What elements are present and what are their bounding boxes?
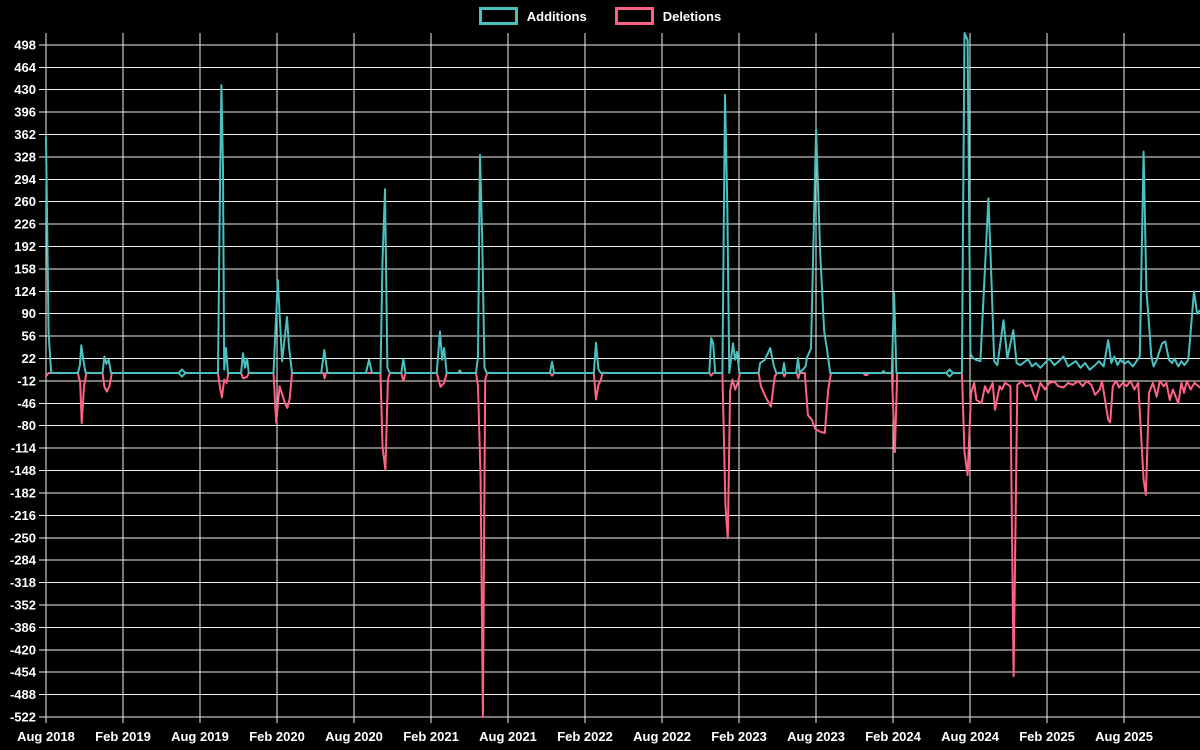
y-tick-label: 158	[14, 261, 36, 276]
x-tick-label: Feb 2021	[403, 729, 459, 744]
y-tick-label: -148	[10, 463, 36, 478]
y-tick-label: -386	[10, 620, 36, 635]
x-tick-label: Aug 2020	[325, 729, 383, 744]
x-tick-label: Aug 2018	[17, 729, 75, 744]
x-tick-label: Aug 2023	[787, 729, 845, 744]
y-tick-label: -12	[17, 373, 36, 388]
x-tick-label: Feb 2019	[95, 729, 151, 744]
y-tick-label: 56	[22, 329, 36, 344]
y-tick-label: -454	[10, 665, 37, 680]
deletions-legend-label: Deletions	[662, 8, 722, 24]
x-tick-label: Aug 2024	[941, 729, 1000, 744]
x-tick-label: Aug 2019	[171, 729, 229, 744]
x-tick-label: Feb 2023	[711, 729, 767, 744]
deletions-legend-swatch	[614, 7, 654, 25]
y-tick-label: -352	[10, 597, 36, 612]
y-tick-label: 498	[14, 37, 36, 52]
chart-legend: Additions Deletions	[0, 7, 1200, 25]
deletions-line	[45, 372, 1200, 718]
y-tick-label: 294	[14, 172, 36, 187]
y-tick-label: 124	[14, 284, 36, 299]
y-tick-label: 396	[14, 105, 36, 120]
y-tick-label: 464	[14, 60, 36, 75]
data-point-marker	[177, 368, 187, 378]
y-tick-label: -250	[10, 530, 36, 545]
legend-item-additions[interactable]: Additions	[478, 7, 587, 25]
y-tick-label: 22	[22, 351, 36, 366]
y-tick-label: -46	[17, 396, 36, 411]
y-tick-label: -182	[10, 485, 36, 500]
x-tick-label: Aug 2022	[633, 729, 691, 744]
legend-item-deletions[interactable]: Deletions	[614, 7, 722, 25]
y-tick-label: -80	[17, 418, 36, 433]
additions-legend-swatch	[478, 7, 518, 25]
x-tick-label: Aug 2025	[1095, 729, 1153, 744]
additions-legend-label: Additions	[526, 8, 587, 24]
data-point-marker	[944, 368, 955, 378]
additions-line	[45, 32, 1200, 374]
y-tick-label: 260	[14, 194, 36, 209]
y-tick-label: -488	[10, 687, 36, 702]
y-tick-label: 192	[14, 239, 36, 254]
y-tick-label: 90	[22, 306, 36, 321]
y-tick-label: 430	[14, 82, 36, 97]
y-tick-label: -216	[10, 508, 36, 523]
y-tick-label: -522	[10, 710, 36, 725]
y-tick-label: 362	[14, 127, 36, 142]
y-tick-label: -420	[10, 642, 36, 657]
x-tick-label: Aug 2021	[479, 729, 537, 744]
y-tick-label: -318	[10, 575, 36, 590]
y-tick-label: -114	[11, 441, 37, 456]
y-tick-label: 328	[14, 149, 36, 164]
y-tick-label: -284	[10, 553, 37, 568]
x-tick-label: Feb 2025	[1019, 729, 1075, 744]
x-tick-label: Feb 2022	[557, 729, 613, 744]
x-tick-label: Feb 2020	[249, 729, 305, 744]
y-tick-label: 226	[14, 217, 36, 232]
x-tick-label: Feb 2024	[865, 729, 921, 744]
